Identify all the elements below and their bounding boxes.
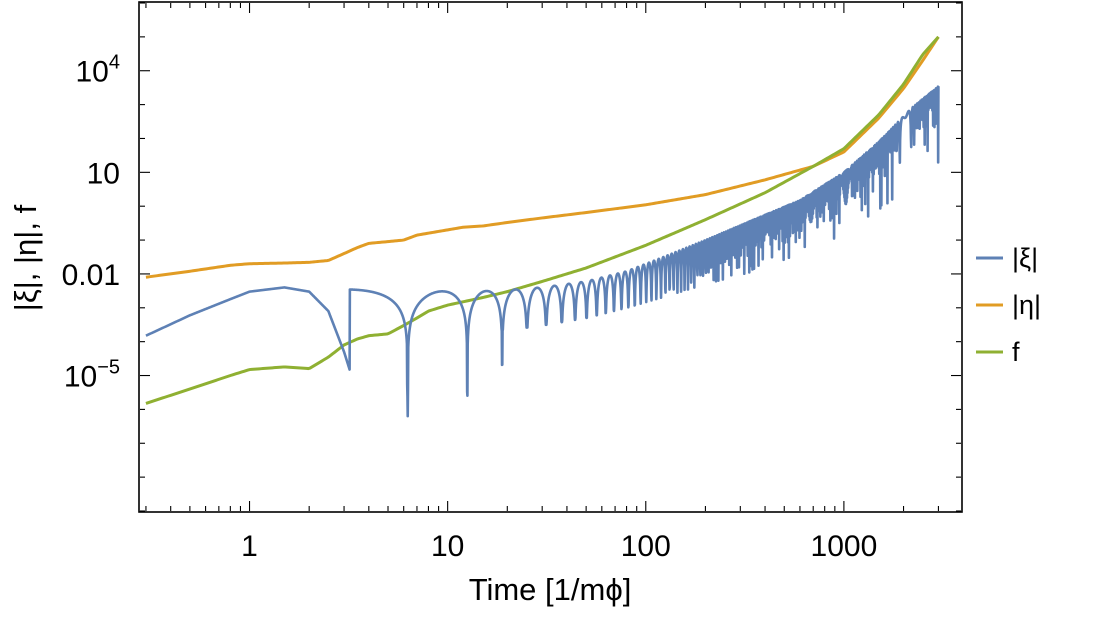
series-layer xyxy=(144,35,940,418)
series-line-eta xyxy=(145,36,940,279)
y-tick-label-exponent: −5 xyxy=(97,357,120,379)
legend-label-eta: |η| xyxy=(1012,290,1041,320)
legend-label-xi: |ξ| xyxy=(1012,243,1038,273)
y-tick-label-base: 10 xyxy=(76,56,109,89)
x-tick-label: 10 xyxy=(431,530,464,563)
x-tick-labels: 1 10 100 1000 xyxy=(241,530,877,563)
legend-label-f: f xyxy=(1012,337,1020,367)
y-tick-label: 10−5 xyxy=(64,357,120,394)
x-tick-label: 1 xyxy=(241,530,258,563)
x-axis-title-text: Time [1/mϕ] xyxy=(469,572,632,607)
y-tick-label: 10 xyxy=(87,157,120,190)
y-axis-title: |ξ|, |η|, f xyxy=(8,204,43,311)
y-tick-label: 104 xyxy=(76,52,121,89)
x-axis-title: Time [1/mϕ] xyxy=(469,572,632,607)
series-line-f xyxy=(145,35,940,405)
series-line-xi xyxy=(144,85,940,418)
x-tick-label: 1000 xyxy=(811,530,878,563)
legend: |ξ| |η| f xyxy=(976,243,1041,367)
y-tick-label-exponent: 4 xyxy=(109,52,120,74)
axis-ticks xyxy=(140,2,961,512)
plot-area xyxy=(144,35,940,418)
y-tick-label-base: 10 xyxy=(64,361,97,394)
x-tick-label: 100 xyxy=(621,530,671,563)
y-tick-label: 0.01 xyxy=(62,259,120,292)
plot-frame xyxy=(138,1,963,513)
